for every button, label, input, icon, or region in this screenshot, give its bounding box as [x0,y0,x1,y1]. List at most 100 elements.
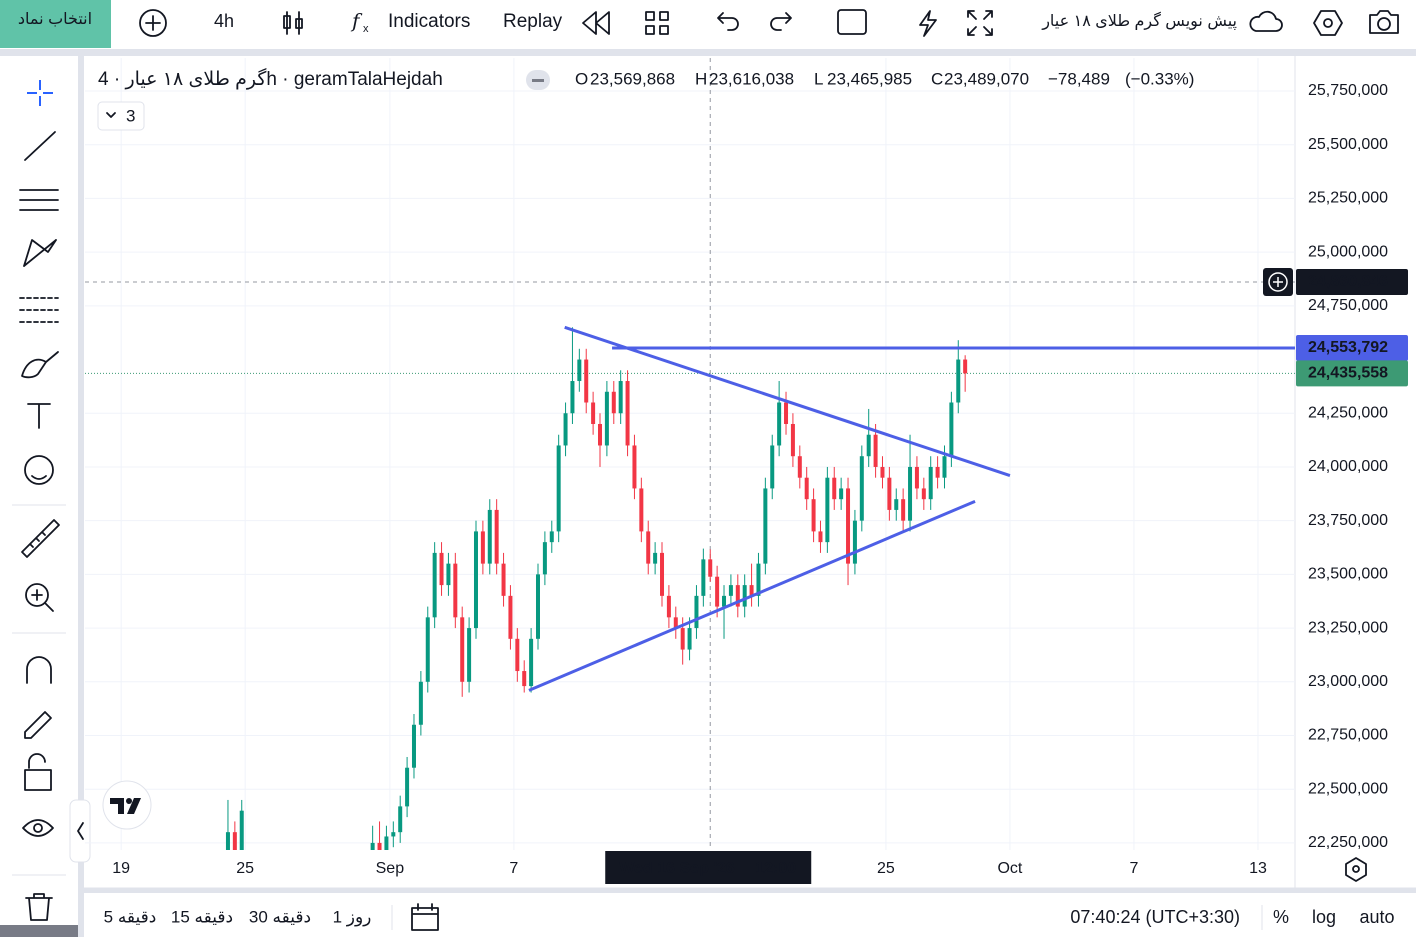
scale-button[interactable]: log [1312,907,1336,927]
candle-body [797,456,802,478]
candle-body [818,531,823,543]
pattern-tool[interactable] [23,239,57,267]
interval-button[interactable]: 4h [214,11,234,31]
plot-area [85,58,1295,850]
candle-body [901,499,906,521]
legend-value: 23,616,038 [709,69,794,88]
timeframe-button[interactable]: 30 دقیقه [249,907,311,926]
zoom-tool[interactable] [25,583,49,607]
crosshair-add[interactable] [1268,272,1288,292]
candle-body [701,559,706,596]
candle-body [687,628,692,650]
candle-body [487,509,492,564]
candle-body [811,499,816,532]
undo-icon[interactable] [717,12,739,31]
indicators-toggle[interactable] [97,101,145,131]
candle-body [432,552,437,618]
fullscreen-icon[interactable] [967,10,993,36]
symbol-button-label[interactable]: انتخاب نماد [18,11,92,28]
candle-body [598,423,603,446]
magnet-tool[interactable] [26,656,52,684]
trendline-tool[interactable] [24,131,56,161]
legend-value: 23,569,868 [590,69,675,88]
candle-body [708,559,713,577]
legend-prefix: L [814,69,823,88]
visibility-tool[interactable] [22,819,54,837]
y-tick-label: 25,000,000 [1308,243,1388,260]
candle-body [467,628,472,682]
x-tick-label: 13 [1249,860,1267,877]
alert-icon[interactable] [919,10,937,37]
lock-tool[interactable] [24,753,52,791]
delete-tool[interactable] [25,893,53,921]
snapshot-frame-icon[interactable] [837,9,867,35]
chart-type-icon-body [295,18,303,29]
legend-change-pct: (−0.33%) [1125,69,1194,88]
axis-settings-center [1352,865,1360,873]
candle-body [715,576,720,607]
legend-change: −78,489 [1048,69,1110,88]
emoji-tool[interactable] [24,455,54,485]
axis-settings[interactable] [1345,857,1367,882]
candle-body [480,531,485,564]
symbol-button[interactable] [0,0,111,48]
candle-body [453,563,458,618]
collapse-button[interactable] [69,799,91,863]
candle-body [370,842,375,850]
left-toolbar [0,56,78,937]
candle-body [832,477,837,500]
candle-body [859,456,864,521]
settings-icon-center [1323,18,1333,28]
last-price-label-bg [1296,360,1408,387]
candle-body [963,359,968,374]
candle-body [756,563,761,596]
candle-body [804,477,809,500]
drawing-lock-tool[interactable] [24,711,52,739]
bottom-bar [84,893,1416,937]
layout-icon[interactable] [645,11,669,35]
chart-type-icon-body [283,15,291,29]
candle-body [460,617,465,682]
replay-button[interactable]: Replay [503,11,563,32]
last-price-label: 24,435,558 [1308,365,1388,382]
candle-body [790,423,795,457]
candle-body [384,836,389,850]
candle-body [749,585,754,596]
crosshair-price-label: 24,860,846 [1308,273,1388,290]
text-tool[interactable] [27,403,51,429]
timeframe-button[interactable]: 1 روز [333,907,372,926]
redo-icon[interactable] [770,12,792,31]
add-symbol-icon[interactable] [139,9,167,37]
scale-button[interactable]: % [1273,907,1289,927]
camera-icon-lens [1377,17,1391,31]
crosshair-price-label-bg [1296,269,1408,296]
candle-body [777,402,782,446]
crosshair-tool[interactable] [27,80,53,106]
timeframe-button[interactable]: 5 دقیقه [104,907,157,926]
layout-name[interactable]: پیش نویس گرم طلای ۱۸ عیار [1041,11,1237,31]
timeframe-button[interactable]: 15 دقیقه [171,907,233,926]
ruler-tool[interactable] [21,519,60,558]
candle-body [411,724,416,768]
goto-date-icon[interactable] [411,903,439,931]
pitchfork-tool[interactable] [19,189,59,211]
candle-body [473,531,478,629]
candle-body [604,391,609,446]
settings-icon[interactable] [1313,10,1343,36]
visibility-tool-pupil [33,823,43,833]
indicators-button[interactable]: Indicators [388,11,470,32]
legend-prefix: O [575,69,588,88]
scale-button[interactable]: auto [1359,907,1394,927]
candle-body [563,413,568,446]
toolbar-footer [0,925,78,937]
candle-body [887,477,892,510]
candle-body [577,359,582,382]
bottom-controls: 5 دقیقه 15 دقیقه 30 دقیقه 1 روز% log auto [104,907,1395,927]
brush-tool[interactable] [21,351,59,379]
replay-icon[interactable] [582,11,610,35]
camera-icon[interactable] [1369,10,1399,34]
fib-tool[interactable] [19,297,59,323]
candle-body [522,671,527,687]
logo[interactable] [102,780,152,830]
candle-body [880,466,885,478]
